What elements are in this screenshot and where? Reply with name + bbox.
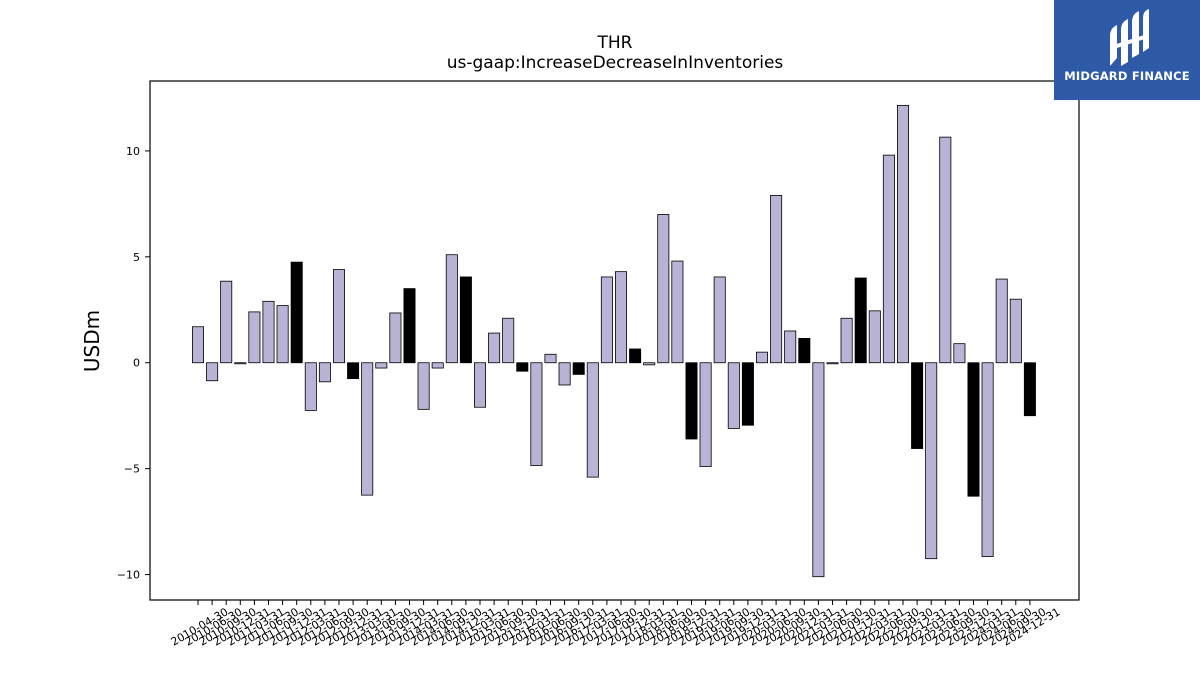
bar (643, 362, 656, 366)
chart-title: THR (597, 33, 633, 53)
bar (981, 362, 994, 557)
bar (967, 362, 980, 497)
bar (953, 343, 966, 364)
bar (1009, 298, 1022, 364)
chart-subtitle: us-gaap:IncreaseDecreaseInInventories (447, 53, 784, 73)
bar (290, 261, 303, 364)
bar (770, 194, 783, 364)
bar (854, 277, 867, 364)
brand-name: MIDGARD FINANCE (1064, 69, 1190, 83)
plot-frame (149, 80, 1080, 601)
bar (206, 362, 219, 382)
y-axis-label: USDm (80, 310, 104, 372)
bar (572, 362, 585, 375)
bar (473, 362, 486, 408)
bar (939, 136, 952, 364)
bar (361, 362, 374, 496)
bar (332, 269, 345, 364)
bar (671, 260, 684, 364)
bar (897, 104, 910, 364)
bar (882, 154, 895, 364)
bar (798, 337, 811, 364)
bar (262, 300, 275, 364)
bar (741, 362, 754, 426)
bar (389, 312, 402, 364)
bar (812, 362, 825, 578)
brand-logo: MIDGARD FINANCE (1054, 0, 1200, 100)
y-tick-label: −10 (117, 569, 140, 582)
bar (586, 362, 599, 478)
bar (530, 362, 543, 466)
plot-area: −10−505102010-04-302010-06-302010-09-302… (117, 104, 1062, 649)
bar (840, 317, 853, 364)
bar (699, 362, 712, 467)
bar (431, 362, 444, 369)
bar (234, 362, 247, 365)
bar (727, 362, 740, 429)
bar (600, 276, 613, 364)
bar (220, 280, 233, 364)
bar (995, 278, 1008, 364)
bar (191, 326, 204, 364)
bar (459, 276, 472, 364)
bar (558, 362, 571, 386)
y-tick-label: 0 (133, 357, 140, 370)
bar (445, 254, 458, 364)
bar (925, 362, 938, 560)
bar (657, 214, 670, 364)
y-tick-label: −5 (124, 463, 140, 476)
bar (1023, 362, 1036, 417)
bar (318, 362, 331, 383)
bar (375, 362, 388, 369)
bar (756, 351, 769, 364)
bar (544, 353, 557, 364)
midgard-logo-icon (1110, 9, 1149, 66)
bar (868, 310, 881, 364)
bar (713, 276, 726, 364)
y-tick-label: 10 (126, 145, 140, 158)
bar (516, 362, 529, 372)
bar (784, 330, 797, 364)
bar (502, 317, 515, 364)
y-tick-label: 5 (133, 251, 140, 264)
bar (417, 362, 430, 410)
bar (685, 362, 698, 440)
bar (347, 362, 360, 380)
bar (403, 288, 416, 364)
bar (276, 305, 289, 364)
bar (826, 362, 839, 365)
bar (488, 332, 501, 364)
bar (248, 311, 261, 364)
bar (629, 348, 642, 364)
bar (911, 362, 924, 449)
bar (304, 362, 317, 411)
bar (615, 271, 628, 364)
